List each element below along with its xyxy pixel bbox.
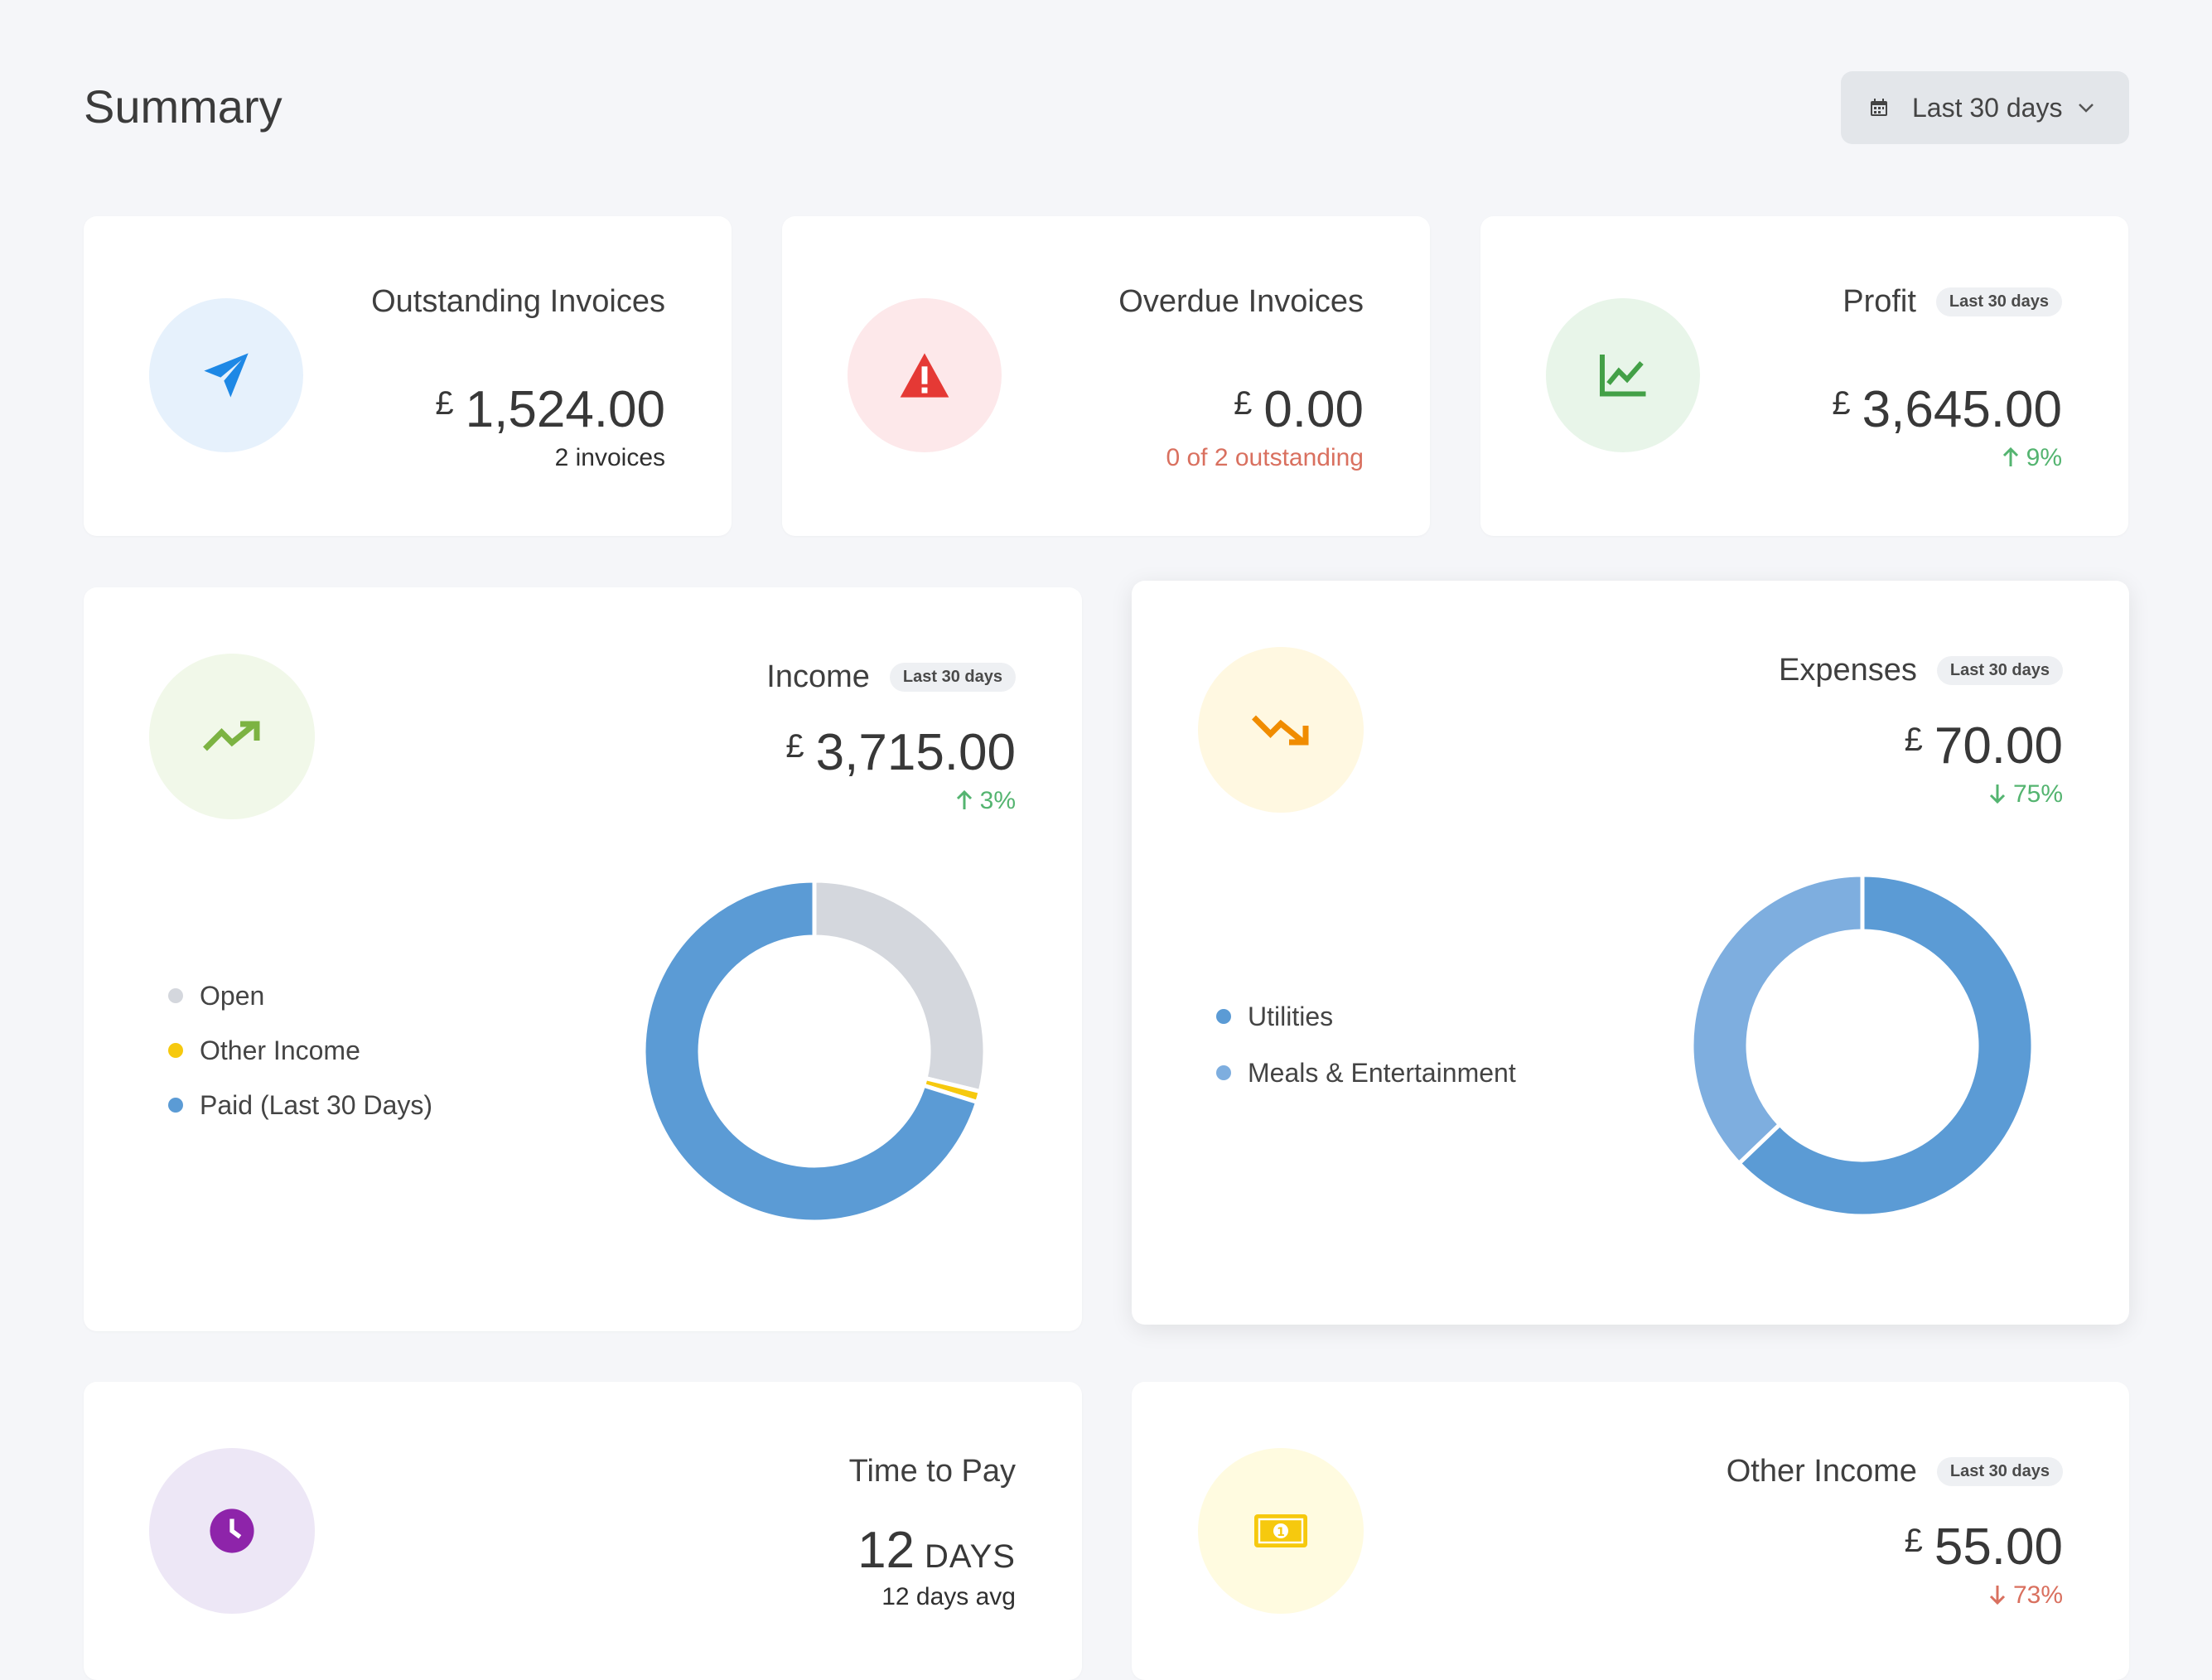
outstanding-count: 2 invoices (554, 444, 665, 471)
period-badge: Last 30 days (1936, 656, 2063, 685)
arrow-down-icon (1989, 1586, 2006, 1605)
svg-text:1: 1 (1277, 1526, 1285, 1539)
profit-change: 9% (2002, 444, 2062, 472)
period-badge: Last 30 days (889, 663, 1016, 692)
warning-icon (900, 353, 949, 398)
arrow-up-icon (2002, 447, 2018, 466)
income-change: 3% (955, 787, 1016, 815)
card-title: Income Last 30 days (766, 659, 1016, 695)
time-to-pay-card[interactable]: Time to Pay 12 DAYS 12 days avg (84, 1382, 1082, 1680)
legend-item[interactable]: Other Income (168, 1023, 432, 1078)
profit-icon-circle (1546, 298, 1700, 452)
expenses-card[interactable]: Expenses Last 30 days £70.00 75% Utilitie… (1132, 581, 2129, 1325)
card-title: Overdue Invoices (1118, 284, 1364, 319)
calendar-icon (1871, 99, 1887, 116)
period-badge: Last 30 days (1936, 1457, 2063, 1486)
card-title: Profit Last 30 days (1843, 284, 2062, 320)
overdue-amount: £0.00 (1234, 381, 1364, 438)
clock-icon (210, 1509, 254, 1553)
legend-item[interactable]: Meals & Entertainment (1216, 1045, 1516, 1101)
income-amount: £3,715.00 (785, 724, 1016, 781)
time-to-pay-avg: 12 days avg (881, 1583, 1016, 1610)
date-range-dropdown[interactable]: Last 30 days (1841, 71, 2129, 144)
banknote-icon: 1 (1254, 1514, 1307, 1547)
trending-up-icon (203, 721, 260, 751)
page-title: Summary (84, 80, 283, 133)
overdue-invoices-card[interactable]: Overdue Invoices £0.00 0 of 2 outstandin… (782, 216, 1430, 536)
legend-dot (168, 1043, 183, 1058)
card-title: Other Income Last 30 days (1727, 1454, 2063, 1489)
donut-slice-meals-entertainment[interactable] (1689, 872, 1865, 1166)
outstanding-amount: £1,524.00 (435, 381, 665, 438)
legend-item[interactable]: Open (168, 968, 432, 1023)
expenses-legend: Utilities Meals & Entertainment (1216, 988, 1516, 1101)
arrow-up-icon (956, 789, 972, 809)
expenses-amount: £70.00 (1904, 717, 2063, 775)
profit-amount: £3,645.00 (1832, 381, 2062, 438)
legend-dot (1216, 1065, 1231, 1080)
other-income-change: 73% (1988, 1581, 2063, 1610)
legend-dot (1216, 1009, 1231, 1024)
income-card[interactable]: Income Last 30 days £3,715.00 3% Open Oth… (84, 587, 1082, 1331)
trending-down-icon (1252, 715, 1309, 746)
card-title: Time to Pay (848, 1454, 1016, 1489)
income-legend: Open Other Income Paid (Last 30 Days) (168, 968, 432, 1132)
outstanding-icon-circle (149, 298, 303, 452)
legend-dot (168, 1098, 183, 1113)
donut-slice-paid-last-30-days-[interactable] (641, 878, 980, 1224)
chevron-down-icon (2079, 104, 2094, 113)
other-income-icon-circle: 1 (1198, 1448, 1364, 1614)
donut-slice-utilities[interactable] (1736, 872, 2036, 1219)
profit-card[interactable]: Profit Last 30 days £3,645.00 9% (1480, 216, 2128, 536)
outstanding-invoices-card[interactable]: Outstanding Invoices £1,524.00 2 invoice… (84, 216, 732, 536)
expenses-change: 75% (1988, 780, 2063, 809)
time-to-pay-icon-circle (149, 1448, 315, 1614)
legend-dot (168, 988, 183, 1003)
income-donut-chart (641, 878, 988, 1224)
card-title: Outstanding Invoices (371, 284, 665, 319)
other-income-card[interactable]: 1 Other Income Last 30 days £55.00 73% (1132, 1382, 2129, 1680)
line-chart-icon (1600, 355, 1646, 397)
overdue-icon-circle (848, 298, 1002, 452)
expenses-icon-circle (1198, 647, 1364, 813)
other-income-amount: £55.00 (1904, 1518, 2063, 1576)
legend-item[interactable]: Paid (Last 30 Days) (168, 1078, 432, 1132)
overdue-count: 0 of 2 outstanding (1166, 444, 1364, 471)
donut-slice-open[interactable] (812, 878, 988, 1094)
income-icon-circle (149, 654, 315, 819)
time-to-pay-value: 12 DAYS (857, 1522, 1016, 1579)
date-range-label: Last 30 days (1912, 92, 2063, 123)
card-title: Expenses Last 30 days (1779, 653, 2063, 688)
paper-plane-icon (204, 353, 249, 398)
period-badge: Last 30 days (1935, 287, 2062, 316)
legend-item[interactable]: Utilities (1216, 988, 1516, 1045)
arrow-down-icon (1989, 784, 2006, 804)
expenses-donut-chart (1689, 872, 2036, 1219)
